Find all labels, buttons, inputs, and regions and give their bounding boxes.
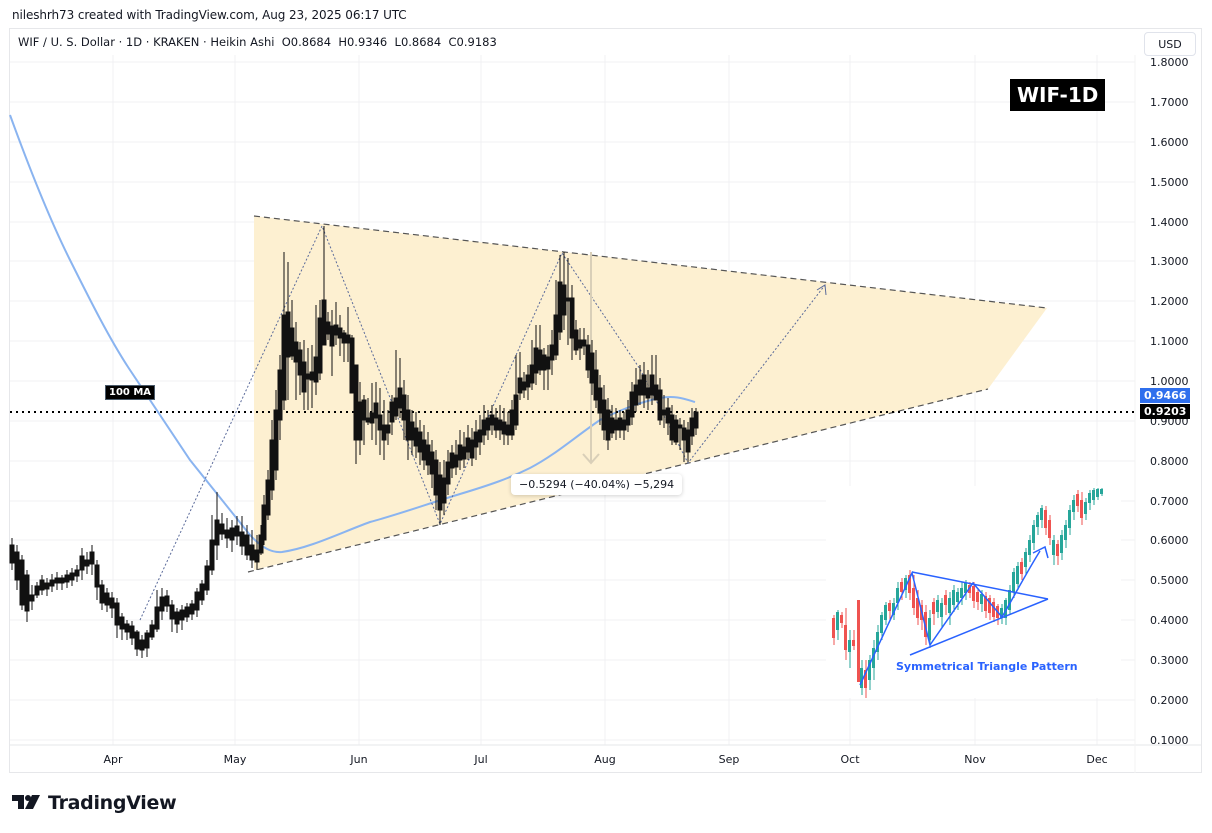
svg-text:0.6000: 0.6000 (1150, 534, 1189, 547)
wif-1d-label: WIF-1D (1010, 79, 1106, 111)
tradingview-wordmark: TradingView (48, 792, 177, 814)
svg-text:0.1000: 0.1000 (1150, 734, 1189, 747)
inset-triangle-illustration (826, 486, 1121, 698)
svg-text:Apr: Apr (103, 753, 123, 766)
svg-text:Sep: Sep (719, 753, 740, 766)
svg-text:Dec: Dec (1086, 753, 1107, 766)
triangle-upper-line (253, 215, 1048, 309)
svg-text:May: May (224, 753, 247, 766)
svg-text:Jul: Jul (473, 753, 487, 766)
svg-text:1.5000: 1.5000 (1150, 176, 1189, 189)
svg-text:0.8000: 0.8000 (1150, 455, 1189, 468)
svg-text:Oct: Oct (840, 753, 860, 766)
svg-text:1.2000: 1.2000 (1150, 295, 1189, 308)
svg-text:0.5000: 0.5000 (1150, 574, 1189, 587)
svg-text:Jun: Jun (349, 753, 367, 766)
inset-pattern-label: Symmetrical Triangle Pattern (896, 660, 1078, 673)
tradingview-logo[interactable]: TradingView (12, 792, 177, 814)
zigzag-dotted-line (139, 224, 826, 621)
svg-text:0.2000: 0.2000 (1150, 694, 1189, 707)
svg-text:1.4000: 1.4000 (1150, 216, 1189, 229)
svg-text:1.3000: 1.3000 (1150, 255, 1189, 268)
chart-legend: WIF / U. S. Dollar · 1D · KRAKEN · Heiki… (18, 35, 497, 49)
svg-text:Nov: Nov (964, 753, 986, 766)
tradingview-logo-icon (12, 795, 40, 809)
last-price-tag: 0.9203 (1140, 404, 1190, 419)
candles (9, 226, 699, 658)
svg-text:0.7000: 0.7000 (1150, 495, 1189, 508)
svg-text:Aug: Aug (594, 753, 615, 766)
measure-arrow-head (582, 453, 600, 465)
measure-tooltip: −0.5294 (−40.04%) −5,294 (511, 474, 683, 495)
svg-text:0.4000: 0.4000 (1150, 614, 1189, 627)
ma-100-label: 100 MA (105, 385, 156, 400)
chart-caption: nileshrh73 created with TradingView.com,… (12, 8, 407, 22)
time-axis: Apr May Jun Jul Aug Sep Oct Nov Dec (103, 753, 1107, 766)
svg-text:1.1000: 1.1000 (1150, 335, 1189, 348)
svg-text:0.3000: 0.3000 (1150, 654, 1189, 667)
chart-frame (9, 28, 1202, 773)
svg-text:1.6000: 1.6000 (1150, 136, 1189, 149)
svg-text:1.8000: 1.8000 (1150, 56, 1189, 69)
svg-text:1.0000: 1.0000 (1150, 375, 1189, 388)
currency-button[interactable]: USD (1144, 32, 1196, 56)
projection-arrow-head (816, 284, 827, 296)
ma-value-tag: 0.9466 (1140, 388, 1190, 403)
svg-text:1.7000: 1.7000 (1150, 96, 1189, 109)
